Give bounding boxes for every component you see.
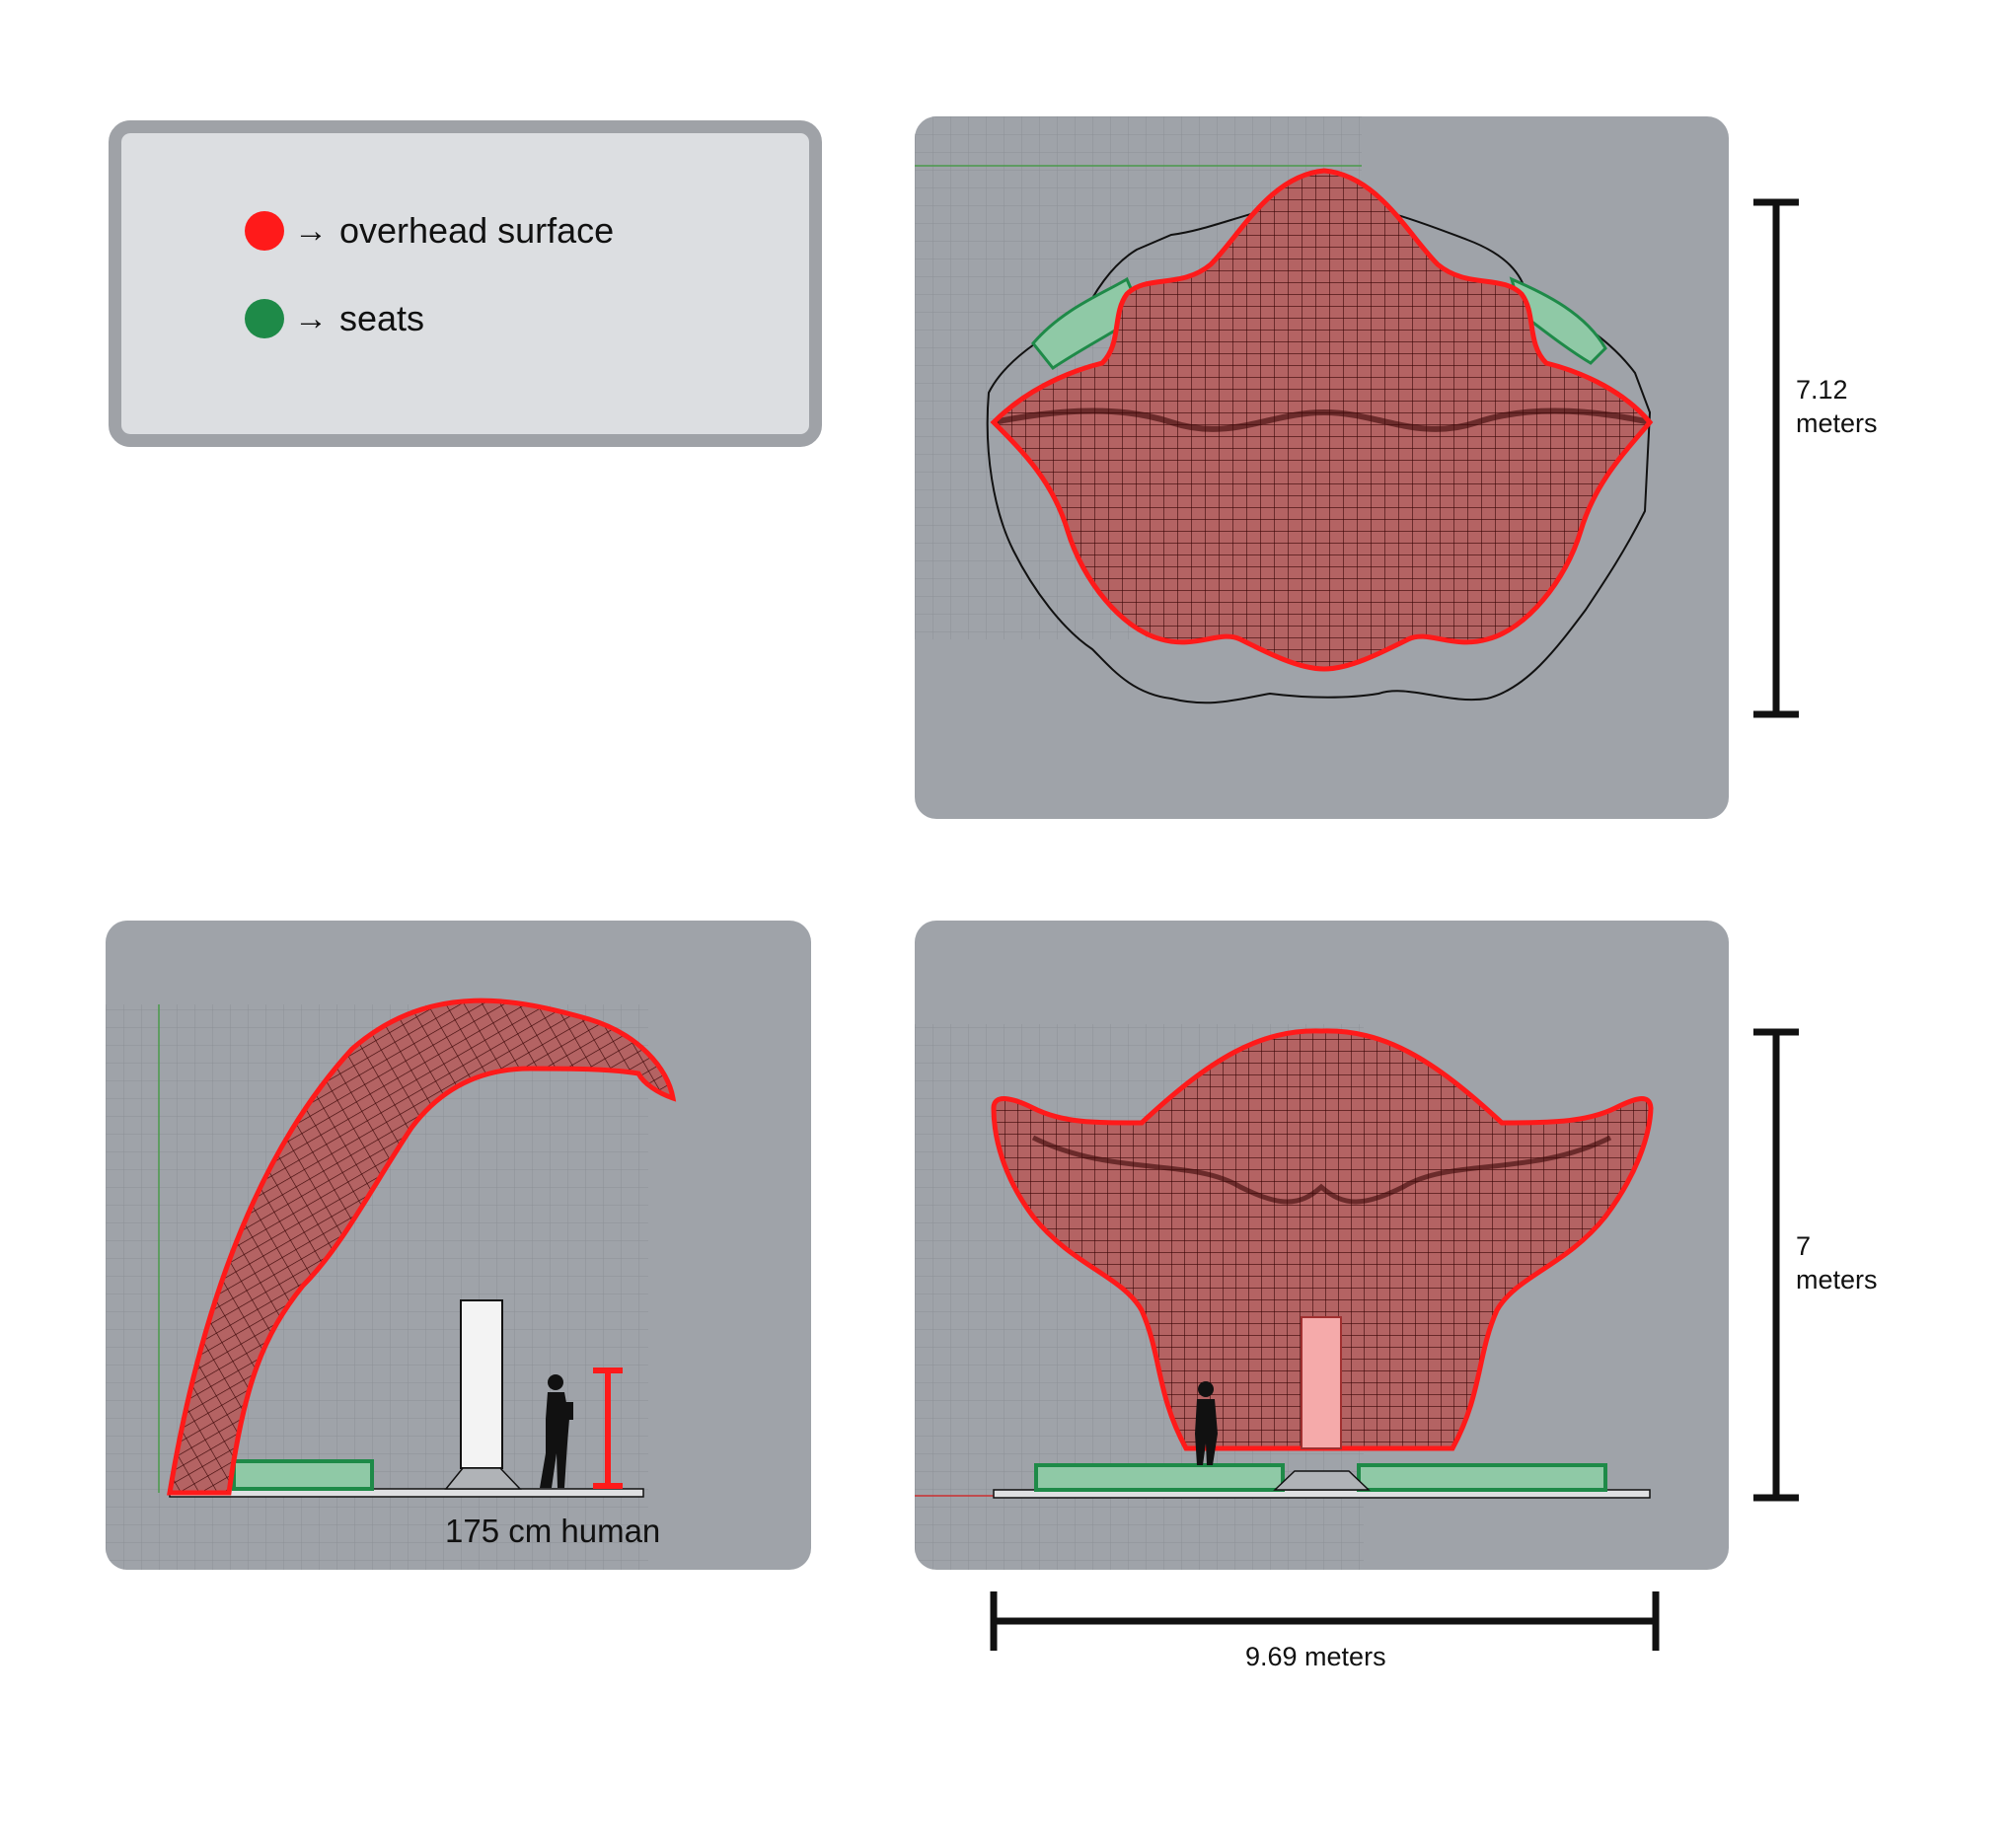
front-view-width-label: 9.69 meters — [1245, 1642, 1386, 1671]
white-pillar — [460, 1299, 503, 1469]
front-view-height-label: 7 meters — [1796, 1229, 1878, 1296]
side-view-drawing — [106, 998, 677, 1570]
seat-left — [1034, 1463, 1285, 1492]
pillar-base — [444, 1467, 522, 1490]
legend-box: → overhead surface → seats — [109, 120, 822, 447]
human-silhouette-icon — [1195, 1381, 1218, 1465]
door-panel — [1301, 1316, 1342, 1449]
front-view-panel — [915, 921, 1729, 1570]
seat-right — [1509, 276, 1607, 365]
dimension-unit: meters — [1796, 408, 1878, 438]
pillar-base — [1273, 1470, 1371, 1491]
human-scale-label: 175 cm human — [445, 1513, 661, 1549]
dimension-value: 7.12 — [1796, 375, 1848, 405]
seat-side — [232, 1459, 374, 1491]
green-dot-icon — [245, 299, 284, 338]
top-view-panel — [915, 116, 1729, 819]
height-unit: meters — [1796, 1265, 1878, 1294]
overhead-surface-outline — [167, 998, 677, 1496]
arrow-right-icon: → — [294, 299, 328, 337]
top-view-dimension-label: 7.12 meters — [1796, 373, 1878, 440]
arrow-right-icon: → — [294, 211, 328, 250]
overhead-surface-outline — [991, 1028, 1654, 1451]
side-view-panel: 175 cm human — [106, 921, 811, 1570]
overhead-surface-outline — [990, 168, 1654, 672]
mesh-dense-band — [994, 407, 1650, 432]
legend-label-seats: seats — [339, 298, 425, 338]
top-view-drawing — [915, 116, 1654, 704]
seat-right — [1357, 1463, 1607, 1492]
human-silhouette-icon — [540, 1374, 573, 1488]
red-dot-icon — [245, 211, 284, 251]
front-view-drawing — [915, 1024, 1654, 1570]
legend-item-seats: → seats — [245, 298, 424, 339]
mesh-dense-band — [1031, 1135, 1612, 1205]
human-height-marker — [593, 1368, 623, 1489]
legend-label-overhead: overhead surface — [339, 210, 615, 251]
height-value: 7 — [1796, 1231, 1812, 1261]
base-footprint-outline — [986, 198, 1652, 704]
legend-item-overhead: → overhead surface — [245, 210, 614, 252]
